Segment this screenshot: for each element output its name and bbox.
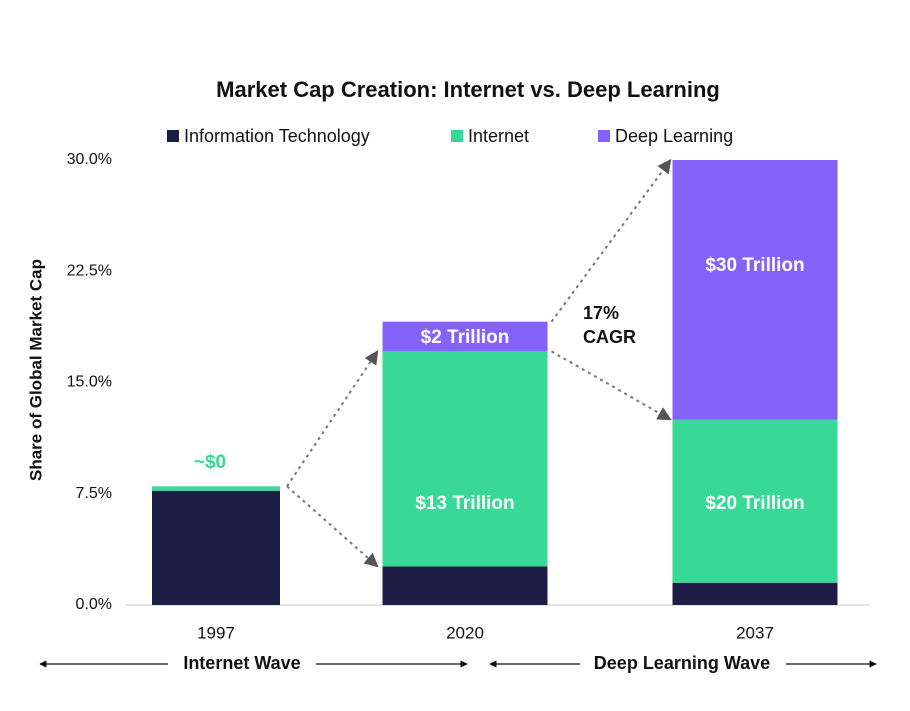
y-tick-label: 0.0% (76, 596, 112, 613)
bar-segment (672, 419, 838, 583)
x-tick-label: 1997 (197, 623, 235, 642)
legend-swatch (598, 130, 610, 142)
annotation: CAGR (583, 327, 636, 347)
y-axis-label: Share of Global Market Cap (26, 259, 45, 481)
annotation: 17% (583, 303, 619, 323)
connector-arrow (551, 350, 672, 421)
y-tick-label: 15.0% (67, 374, 112, 391)
bar-segment (382, 351, 548, 567)
legend-swatch (451, 130, 463, 142)
bar-segment (382, 566, 548, 605)
annotation: $30 Trillion (705, 255, 804, 276)
chart-title: Market Cap Creation: Internet vs. Deep L… (216, 77, 720, 102)
bar-segment (672, 582, 838, 605)
x-tick-label: 2020 (446, 623, 484, 642)
bar-segment (152, 486, 280, 491)
bar-segment (152, 490, 280, 605)
legend-swatch (167, 130, 179, 142)
y-tick-label: 22.5% (67, 262, 112, 279)
legend-label: Information Technology (184, 126, 370, 146)
x-tick-label: 2037 (736, 623, 774, 642)
y-tick-label: 7.5% (76, 485, 112, 502)
annotation: $13 Trillion (415, 493, 514, 514)
annotation: ~$0 (194, 452, 226, 473)
connector-arrow (286, 350, 379, 487)
annotation: Deep Learning Wave (594, 653, 770, 673)
annotation: Internet Wave (183, 653, 300, 673)
legend-label: Deep Learning (615, 126, 733, 146)
connector-arrow (286, 485, 379, 568)
legend-label: Internet (468, 126, 529, 146)
annotation: $2 Trillion (421, 327, 510, 348)
annotation: $20 Trillion (705, 493, 804, 514)
connector-arrow (550, 158, 672, 323)
y-tick-label: 30.0% (67, 151, 112, 168)
bar-segment (382, 321, 548, 352)
bar-segment (672, 160, 838, 420)
